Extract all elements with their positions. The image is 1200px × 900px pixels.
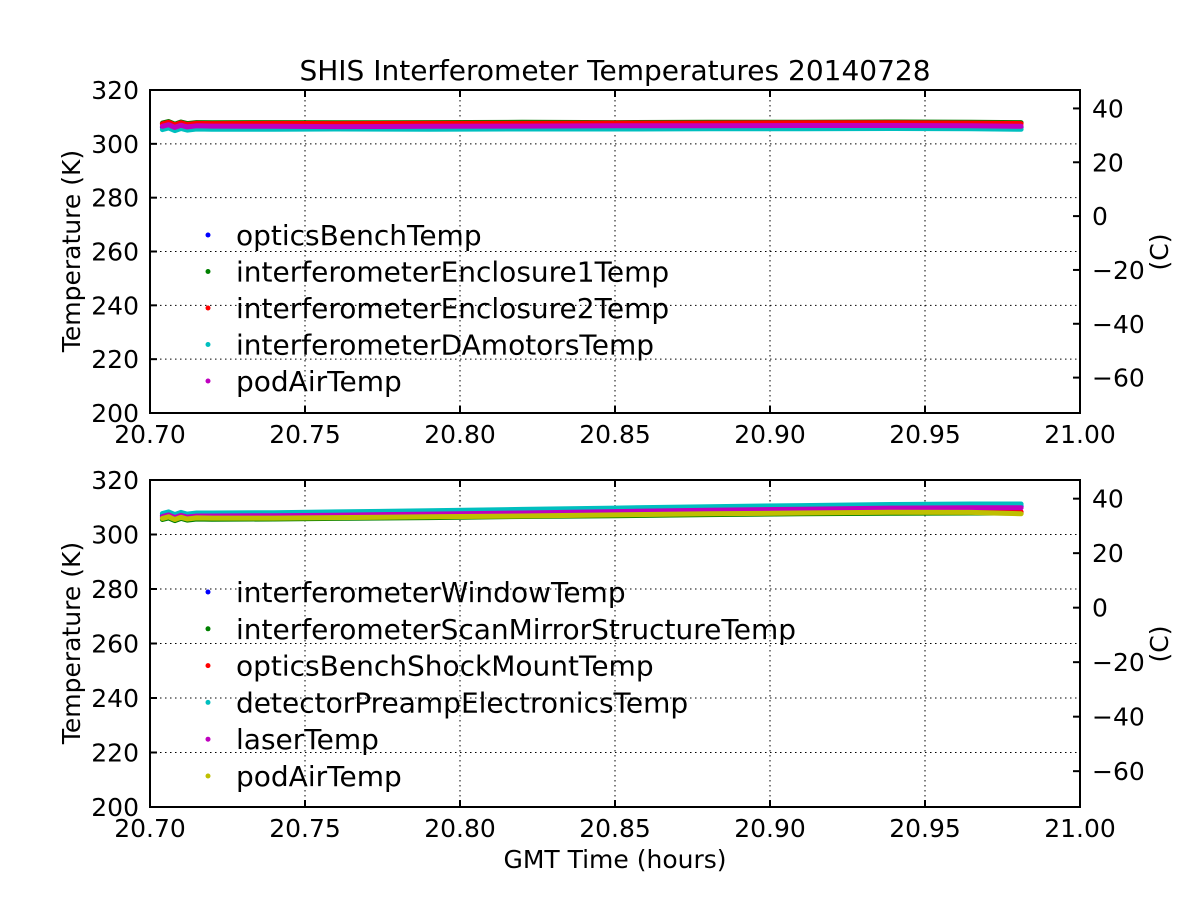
y-axis-label-left-bottom: Temperature (K) (57, 542, 86, 745)
legend-label-opticsBenchTemp: opticsBenchTemp (236, 219, 482, 252)
y-tick-label-right: −20 (1092, 256, 1145, 285)
legend-label-interferometerScanMirrorStructureTemp: interferometerScanMirrorStructureTemp (236, 613, 796, 646)
y-tick-label-right: 20 (1092, 148, 1124, 177)
x-tick-label: 20.85 (579, 420, 651, 449)
legend-marker-interferometerDAmotorsTemp (205, 342, 211, 347)
legend-marker-podAirTemp (205, 378, 211, 384)
y-axis-label-right-bottom: (C) (1145, 626, 1174, 663)
x-tick-label: 20.95 (889, 814, 961, 843)
legend-marker-interferometerEnclosure1Temp (205, 269, 211, 274)
x-tick-label: 21.00 (1044, 420, 1116, 449)
x-tick-label: 20.75 (269, 420, 341, 449)
y-tick-label-right: 40 (1092, 94, 1124, 123)
y-tick-label-left: 280 (91, 184, 139, 213)
legend-label-interferometerDAmotorsTemp: interferometerDAmotorsTemp (236, 329, 654, 362)
y-tick-label-left: 200 (91, 399, 139, 428)
x-tick-label: 20.80 (424, 814, 496, 843)
x-tick-label: 20.75 (269, 814, 341, 843)
y-axis-label-right-top: (C) (1145, 234, 1174, 271)
y-tick-label-left: 260 (91, 630, 139, 659)
y-tick-label-right: 0 (1092, 594, 1108, 623)
y-tick-label-left: 260 (91, 238, 139, 267)
series-podAirTemp (159, 122, 1024, 130)
legend-label-opticsBenchShockMountTemp: opticsBenchShockMountTemp (236, 650, 654, 683)
x-tick-label: 20.90 (734, 420, 806, 449)
legend-label-interferometerEnclosure2Temp: interferometerEnclosure2Temp (236, 292, 669, 325)
y-tick-label-left: 220 (91, 345, 139, 374)
legend-marker-interferometerScanMirrorStructureTemp (205, 626, 211, 632)
legend-marker-interferometerWindowTemp (205, 589, 211, 595)
y-tick-label-right: 0 (1092, 202, 1108, 231)
legend-marker-detectorPreampElectronicsTemp (205, 699, 211, 705)
y-tick-label-left: 200 (91, 793, 139, 822)
legend-marker-interferometerEnclosure2Temp (205, 305, 211, 311)
y-tick-label-right: −20 (1092, 648, 1145, 677)
x-tick-label: 20.80 (424, 420, 496, 449)
series-podAirTemp (159, 509, 1024, 522)
y-tick-label-right: 40 (1092, 485, 1124, 514)
x-axis-label: GMT Time (hours) (503, 845, 726, 874)
y-tick-label-left: 280 (91, 575, 139, 604)
legend-label-interferometerWindowTemp: interferometerWindowTemp (236, 576, 626, 609)
x-tick-label: 20.70 (114, 814, 186, 843)
x-tick-label: 20.85 (579, 814, 651, 843)
legend-label-podAirTemp: podAirTemp (236, 365, 402, 398)
x-tick-label: 20.70 (114, 420, 186, 449)
y-tick-label-right: −60 (1092, 364, 1145, 393)
chart-title: SHIS Interferometer Temperatures 2014072… (299, 54, 930, 87)
legend-label-interferometerEnclosure1Temp: interferometerEnclosure1Temp (236, 256, 669, 289)
subplot-bottom: 20.70 20.75 20.80 20.85 20.90 20.95 21.00 320 30… (91, 466, 1144, 843)
y-tick-label-left: 320 (91, 466, 139, 495)
legend-marker-laserTemp (205, 736, 211, 742)
legend-marker-opticsBenchShockMountTemp (205, 663, 211, 669)
y-tick-label-right: −40 (1092, 310, 1145, 339)
legend: opticsBenchTemp interferometerEnclosure1T… (205, 219, 669, 398)
series-detectorPreampElectronicsTemp (159, 501, 1024, 518)
legend: interferometerWindowTemp interferometerSc… (205, 576, 796, 793)
legend-label-laserTemp: laserTemp (236, 723, 379, 756)
y-tick-label-left: 320 (91, 76, 139, 105)
legend-marker-opticsBenchTemp (205, 232, 211, 238)
y-axis-label-left-top: Temperature (K) (57, 150, 86, 353)
legend-marker-podAirTemp (205, 773, 211, 779)
y-tick-label-left: 240 (91, 291, 139, 320)
legend-label-detectorPreampElectronicsTemp: detectorPreampElectronicsTemp (236, 686, 688, 719)
y-tick-label-left: 300 (91, 130, 139, 159)
x-tick-label: 20.90 (734, 814, 806, 843)
y-tick-label-right: −60 (1092, 757, 1145, 786)
y-tick-label-right: 20 (1092, 539, 1124, 568)
y-tick-label-left: 240 (91, 684, 139, 713)
y-tick-label-right: −40 (1092, 703, 1145, 732)
y-tick-label-left: 300 (91, 521, 139, 550)
x-tick-label: 20.95 (889, 420, 961, 449)
subplot-top: 20.70 20.75 20.80 20.85 20.90 20.95 21.00 320 30… (91, 76, 1144, 449)
y-tick-label-left: 220 (91, 739, 139, 768)
x-tick-label: 21.00 (1044, 814, 1116, 843)
legend-label-podAirTemp: podAirTemp (236, 760, 402, 793)
